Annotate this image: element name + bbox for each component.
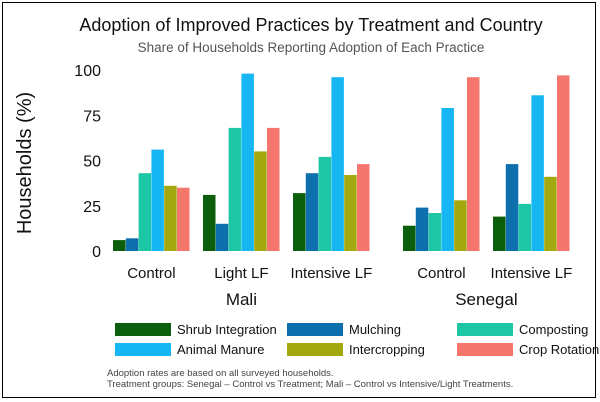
legend-label: Mulching [349,322,401,337]
bar [518,203,532,251]
bar [531,95,544,251]
bar [241,73,254,251]
bar [454,200,467,251]
bar [125,238,139,251]
bar [403,225,416,251]
bar [357,164,370,251]
chart-subtitle: Share of Households Reporting Adoption o… [138,40,485,55]
legend-swatch [287,343,343,356]
bar [544,176,557,251]
bar [138,173,152,251]
chart-caption: Treatment groups: Senegal – Control vs T… [107,379,513,390]
bar [254,151,267,251]
bar [505,164,519,251]
x-category-label: Intensive LF [491,265,573,282]
bar [215,223,229,251]
bar [441,108,454,251]
y-axis-label: Households (%) [14,92,36,234]
legend-swatch [457,323,513,336]
x-category-label: Light LF [214,265,268,282]
y-tick-label: 100 [74,63,101,80]
bar [151,149,164,251]
bar [228,127,242,251]
legend-swatch [115,323,171,336]
legend-swatch [115,343,171,356]
country-label: Senegal [455,290,517,309]
y-tick-label: 0 [92,244,101,261]
bar-chart: Adoption of Improved Practices by Treatm… [14,15,599,390]
chart-caption: Adoption rates are based on all surveyed… [107,368,334,379]
bar [293,193,306,251]
legend-label: Composting [519,322,588,337]
legend-swatch [287,323,343,336]
x-category-label: Control [417,265,465,282]
country-label: Mali [226,290,257,309]
bar [164,185,177,251]
chart-title: Adoption of Improved Practices by Treatm… [79,15,542,35]
bar [267,127,280,251]
legend-label: Crop Rotation [519,342,599,357]
bar [557,75,570,252]
bar [203,194,216,251]
bar [344,175,357,251]
bar [415,207,429,251]
bar [493,216,506,251]
bar [305,173,319,251]
y-tick-label: 25 [83,199,101,216]
y-tick-label: 75 [83,108,101,125]
y-tick-label: 50 [83,154,101,171]
legend-swatch [457,343,513,356]
legend-label: Animal Manure [177,342,264,357]
x-category-label: Intensive LF [291,265,373,282]
bar [467,77,480,251]
bar [428,213,442,251]
legend-label: Shrub Integration [177,322,277,337]
bar [113,240,126,251]
legend-label: Intercropping [349,342,425,357]
bar [318,156,332,251]
x-category-label: Control [127,265,175,282]
bar [177,187,190,251]
bar [331,77,344,251]
